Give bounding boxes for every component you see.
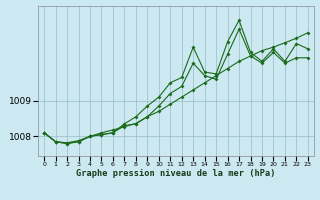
- X-axis label: Graphe pression niveau de la mer (hPa): Graphe pression niveau de la mer (hPa): [76, 169, 276, 178]
